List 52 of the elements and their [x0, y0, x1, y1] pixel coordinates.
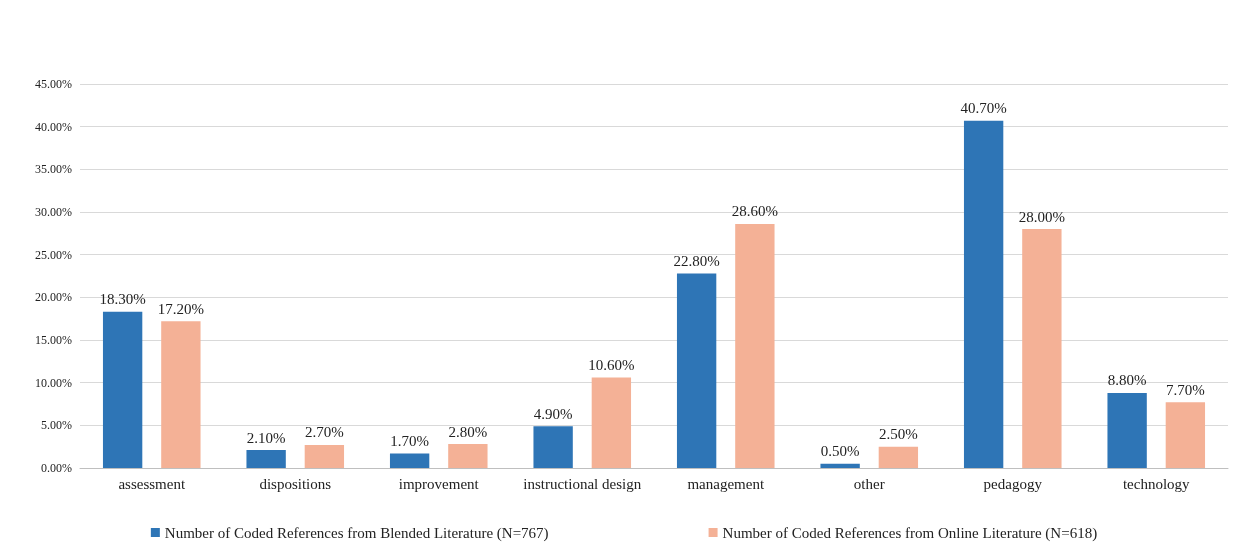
data-label: 40.70% — [960, 100, 1007, 117]
data-label: 2.10% — [246, 429, 286, 446]
bar — [735, 223, 775, 468]
bar — [820, 463, 860, 468]
bar — [533, 426, 573, 468]
data-label: 2.50% — [878, 426, 918, 443]
bar — [1165, 402, 1206, 468]
data-label: 4.90% — [533, 405, 573, 422]
y-tick-label: 35.00% — [35, 162, 72, 177]
data-label: 22.80% — [673, 252, 720, 269]
bar — [963, 120, 1004, 468]
data-label: 18.30% — [99, 291, 146, 308]
y-tick-label: 5.00% — [41, 418, 72, 433]
x-tick-label: improvement — [398, 475, 480, 492]
data-label: 17.20% — [157, 300, 204, 317]
bar — [304, 444, 345, 468]
x-tick-label: instructional design — [523, 475, 642, 492]
bar — [389, 453, 430, 468]
y-tick-label: 30.00% — [35, 205, 72, 219]
data-label: 2.80% — [448, 423, 488, 440]
data-label: 0.50% — [820, 443, 860, 460]
bar — [102, 311, 143, 468]
bar — [1107, 392, 1147, 468]
data-label: 1.70% — [390, 432, 430, 449]
x-tick-label: technology — [1122, 475, 1191, 492]
y-tick-label: 15.00% — [35, 333, 72, 347]
bar — [1022, 229, 1062, 468]
data-label: 2.70% — [304, 424, 344, 441]
bar — [591, 377, 632, 468]
bar — [878, 446, 919, 468]
data-label: 10.60% — [588, 357, 635, 374]
y-tick-label: 40.00% — [35, 119, 72, 134]
y-tick-label: 25.00% — [35, 247, 72, 262]
legend-label: Number of Coded References from Blended Literature (N=767) — [164, 524, 549, 542]
y-tick-label: 0.00% — [41, 461, 72, 475]
bar — [161, 321, 201, 468]
bar — [676, 273, 717, 468]
y-tick-label: 45.00% — [35, 77, 72, 91]
x-tick-label: assessment — [118, 475, 186, 492]
x-tick-label: other — [853, 475, 885, 492]
legend-label: Number of Coded References from Online Literature (N=618) — [722, 524, 1098, 542]
x-tick-label: pedagogy — [983, 475, 1043, 492]
data-label: 7.70% — [1165, 381, 1205, 398]
y-tick-label: 20.00% — [35, 290, 72, 305]
y-tick-label: 10.00% — [35, 375, 72, 390]
x-tick-label: management — [687, 475, 765, 492]
data-label: 28.00% — [1018, 208, 1065, 225]
bar — [448, 444, 488, 468]
bar — [246, 450, 286, 468]
data-label: 28.60% — [731, 203, 778, 220]
data-label: 8.80% — [1107, 372, 1147, 389]
x-tick-label: dispositions — [259, 475, 332, 492]
